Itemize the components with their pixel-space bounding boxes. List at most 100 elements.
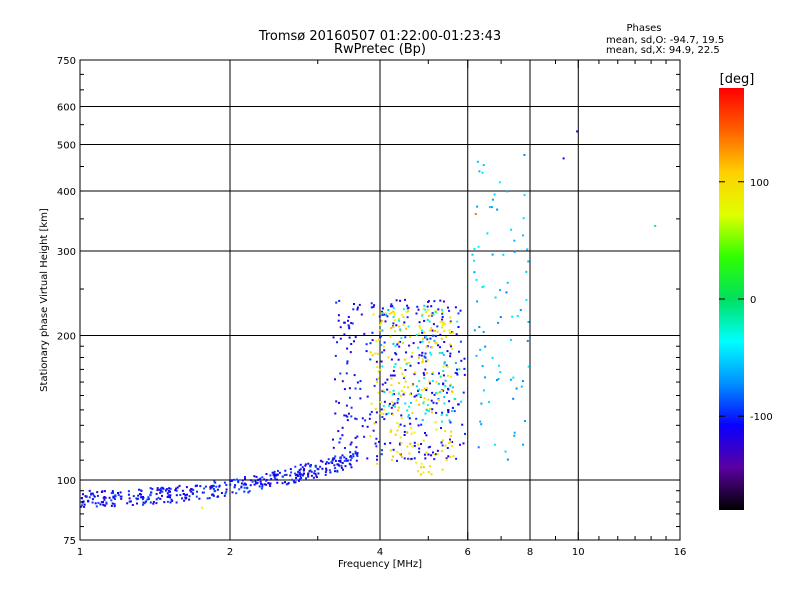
data-point (390, 312, 393, 314)
data-point (441, 318, 444, 321)
data-point (166, 492, 169, 495)
data-point (417, 470, 420, 473)
data-point (335, 400, 338, 403)
data-point (390, 429, 393, 431)
data-point (356, 455, 359, 457)
data-point (165, 488, 168, 491)
y-tick-label: 500 (57, 141, 76, 152)
data-point (417, 362, 420, 365)
data-point (426, 318, 429, 321)
data-point (379, 368, 382, 371)
data-point (276, 481, 279, 484)
data-point (265, 478, 268, 481)
data-point (369, 351, 372, 354)
data-point (428, 445, 431, 448)
data-point (424, 457, 427, 460)
data-point (104, 496, 107, 499)
data-point (445, 336, 447, 338)
data-point (114, 495, 117, 498)
data-point (423, 453, 426, 456)
data-point (307, 472, 310, 475)
data-point (527, 260, 530, 263)
data-point (204, 485, 207, 488)
data-point (248, 490, 251, 493)
data-point (442, 374, 445, 377)
data-point (393, 313, 396, 316)
data-point (415, 385, 418, 388)
data-point (437, 308, 440, 311)
data-point (355, 418, 358, 421)
data-point (113, 502, 116, 505)
data-point (244, 477, 246, 480)
data-point (413, 431, 416, 434)
data-point (126, 502, 129, 505)
data-point (427, 446, 430, 449)
data-point (440, 441, 443, 444)
data-point (195, 495, 198, 498)
data-point (299, 468, 302, 471)
data-point (430, 305, 433, 308)
data-point (276, 478, 278, 481)
data-point (397, 398, 400, 400)
data-point (225, 488, 228, 491)
data-point (408, 452, 411, 455)
data-points (80, 130, 657, 509)
data-point (128, 497, 131, 500)
data-point (334, 470, 336, 473)
data-point (131, 504, 134, 506)
data-point (339, 372, 342, 375)
data-point (387, 412, 390, 415)
data-point (96, 494, 99, 497)
x-tick-label: 2 (227, 547, 233, 558)
data-point (307, 462, 310, 465)
data-point (370, 402, 373, 405)
data-point (346, 419, 349, 422)
data-point (381, 365, 384, 368)
data-point (423, 377, 426, 380)
data-point (344, 447, 346, 449)
data-point (428, 320, 431, 323)
data-point (427, 398, 430, 401)
data-point (255, 482, 258, 485)
data-point (272, 473, 275, 476)
data-point (444, 430, 447, 433)
data-point (163, 501, 166, 504)
data-point (429, 465, 431, 468)
data-point (315, 474, 318, 477)
data-point (294, 481, 297, 484)
data-point (522, 443, 525, 446)
data-point (435, 402, 438, 405)
data-point (294, 472, 296, 475)
data-point (216, 495, 219, 498)
data-point (299, 473, 302, 476)
data-point (332, 438, 334, 441)
data-point (305, 477, 307, 480)
data-point (375, 360, 378, 363)
data-point (421, 329, 423, 332)
data-point (354, 452, 357, 455)
data-point (415, 399, 418, 402)
data-point (82, 493, 84, 496)
data-point (449, 421, 452, 424)
data-point (359, 387, 362, 390)
data-point (160, 490, 163, 493)
data-point (147, 498, 150, 500)
data-point (405, 431, 408, 434)
data-point (393, 366, 396, 368)
data-point (449, 384, 452, 387)
data-point (391, 374, 394, 377)
data-point (356, 435, 359, 438)
data-point (446, 366, 449, 369)
data-point (220, 492, 223, 494)
data-point (413, 457, 416, 460)
data-point (81, 504, 84, 507)
colorbar-tick-label: 0 (750, 295, 756, 306)
data-point (253, 475, 256, 478)
data-point (402, 323, 405, 326)
data-point (443, 341, 446, 343)
data-point (390, 384, 393, 386)
data-point (479, 348, 482, 351)
data-point (143, 502, 146, 505)
data-point (140, 496, 143, 499)
data-point (156, 487, 159, 490)
